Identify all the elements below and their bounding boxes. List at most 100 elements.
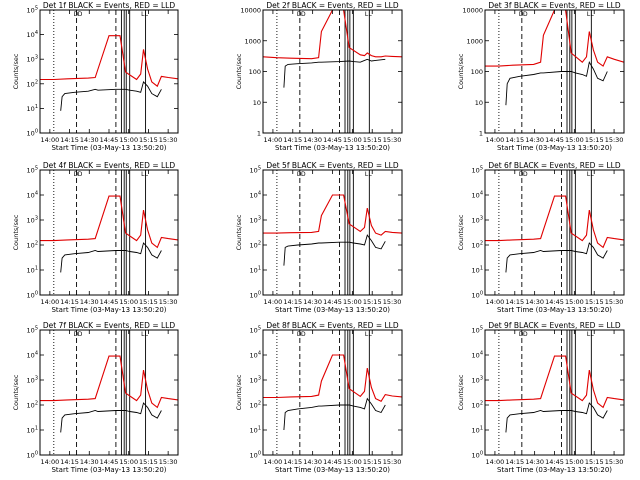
x-tick-label: 15:15: [139, 298, 158, 306]
y-tick-label: 100: [472, 451, 483, 460]
series-events-line: [505, 402, 608, 433]
x-tick-label: 14:30: [303, 458, 322, 466]
series-lld-line: [485, 195, 624, 249]
x-tick-label: 14:00: [264, 458, 283, 466]
y-tick-label: 101: [472, 426, 483, 435]
series-events-line: [60, 242, 162, 273]
x-tick-label: 14:45: [100, 298, 119, 306]
panel-title: Det 1f BLACK = Events, RED = LLD: [43, 1, 176, 10]
x-tick-label: 14:00: [486, 298, 505, 306]
x-tick-label: 14:00: [40, 298, 59, 306]
marker-label-D: D: [519, 331, 524, 338]
y-tick-label: 104: [472, 351, 483, 360]
series-lld-line: [485, 10, 624, 67]
marker-label-L: L: [590, 11, 594, 18]
x-tick-label: 15:15: [139, 458, 158, 466]
marker-label-D: D: [74, 11, 79, 18]
y-axis-label: Counts/sec: [12, 53, 20, 89]
series-events-line: [283, 234, 386, 266]
y-tick-label: 102: [472, 241, 483, 250]
series-lld-line: [263, 194, 402, 236]
series-lld-line: [485, 355, 624, 409]
x-tick-label: 14:15: [283, 298, 302, 306]
x-tick-label: 15:15: [363, 458, 382, 466]
marker-label-D: D: [519, 171, 524, 178]
x-tick-label: 15:15: [585, 298, 604, 306]
y-tick-label: 10000: [240, 7, 261, 15]
marker-label-L: L: [365, 11, 369, 18]
y-tick-label: 103: [472, 216, 483, 225]
y-tick-label: 103: [250, 216, 261, 225]
x-tick-label: 14:30: [525, 458, 544, 466]
x-tick-label: 14:00: [40, 136, 59, 144]
marker-label-D: D: [523, 171, 528, 178]
x-tick-label: 14:30: [303, 136, 322, 144]
y-tick-label: 101: [250, 426, 261, 435]
x-tick-label: 15:15: [139, 136, 158, 144]
marker-label-L: L: [368, 171, 372, 178]
marker-label-D: D: [74, 331, 79, 338]
series-lld-line: [263, 354, 402, 403]
x-axis-label: Start Time (03-May-13 13:50:20): [497, 306, 612, 314]
x-tick-label: 14:30: [80, 458, 99, 466]
x-tick-label: 14:30: [303, 298, 322, 306]
x-axis-label: Start Time (03-May-13 13:50:20): [275, 306, 390, 314]
y-tick-label: 103: [27, 55, 38, 64]
marker-label-D: D: [301, 171, 306, 178]
x-tick-label: 15:00: [119, 458, 138, 466]
marker-label-L: L: [587, 171, 591, 178]
series-lld-line: [40, 195, 178, 249]
marker-label-D: D: [523, 331, 528, 338]
y-tick-label: 103: [472, 376, 483, 385]
x-tick-label: 14:30: [525, 136, 544, 144]
marker-label-D: D: [78, 331, 83, 338]
y-tick-label: 1: [479, 130, 483, 138]
x-tick-label: 14:45: [545, 458, 564, 466]
x-tick-label: 15:00: [565, 298, 584, 306]
x-tick-label: 15:00: [565, 458, 584, 466]
x-tick-label: 14:45: [323, 298, 342, 306]
x-tick-label: 14:45: [545, 298, 564, 306]
marker-label-L: L: [145, 11, 149, 18]
marker-label-L: L: [590, 331, 594, 338]
marker-label-D: D: [297, 11, 302, 18]
y-tick-label: 102: [250, 241, 261, 250]
plot-frame: [484, 9, 625, 134]
y-tick-label: 104: [472, 191, 483, 200]
x-tick-label: 14:30: [80, 136, 99, 144]
plot-frame: [262, 9, 403, 134]
y-tick-label: 10000: [462, 7, 483, 15]
x-tick-label: 15:30: [605, 458, 624, 466]
y-tick-label: 100: [27, 291, 38, 300]
panel-title: Det 9f BLACK = Events, RED = LLD: [488, 321, 621, 330]
marker-label-D: D: [297, 331, 302, 338]
x-tick-label: 14:00: [40, 458, 59, 466]
marker-label-L: L: [365, 331, 369, 338]
panel-title: Det 5f BLACK = Events, RED = LLD: [266, 161, 399, 170]
y-axis-label: Counts/sec: [457, 214, 465, 250]
x-tick-label: 14:15: [60, 136, 79, 144]
panel-title: Det 4f BLACK = Events, RED = LLD: [43, 161, 176, 170]
x-tick-label: 14:00: [486, 458, 505, 466]
y-tick-label: 103: [27, 376, 38, 385]
x-tick-label: 14:45: [545, 136, 564, 144]
y-tick-label: 103: [27, 216, 38, 225]
series-events-line: [283, 58, 386, 88]
y-tick-label: 104: [250, 351, 261, 360]
marker-label-D: D: [78, 11, 83, 18]
plot-frame: [484, 329, 625, 456]
x-tick-label: 14:45: [323, 136, 342, 144]
y-tick-label: 105: [27, 326, 38, 335]
plot-frame: [484, 169, 625, 296]
y-tick-label: 101: [472, 266, 483, 275]
x-tick-label: 15:00: [119, 136, 138, 144]
y-tick-label: 104: [27, 30, 38, 39]
x-tick-label: 15:00: [565, 136, 584, 144]
y-tick-label: 105: [472, 326, 483, 335]
y-tick-label: 10: [475, 99, 483, 107]
plot-frame: [39, 329, 179, 456]
plot-frame: [39, 9, 179, 134]
